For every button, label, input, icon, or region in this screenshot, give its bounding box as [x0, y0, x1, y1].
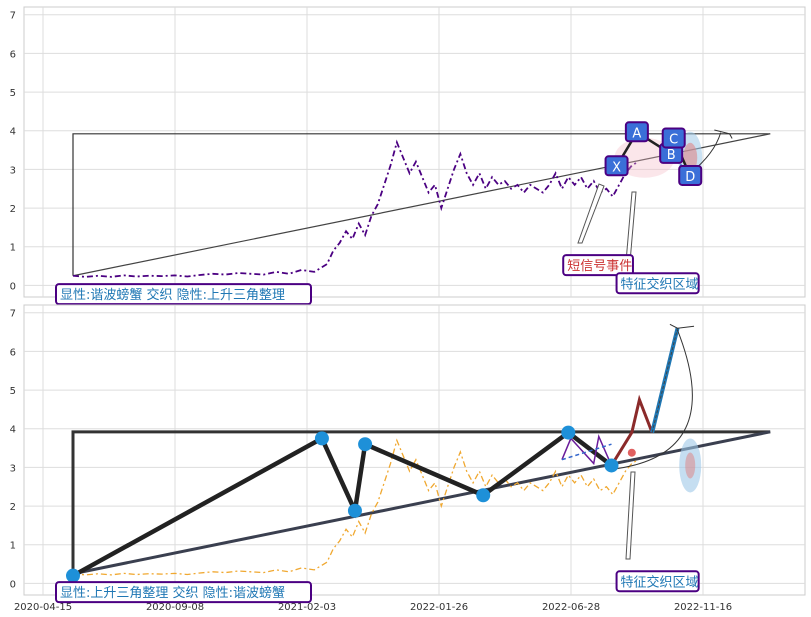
annotation-box: [615, 272, 700, 295]
target-bracket: [714, 129, 733, 139]
x-tick-label: 2020-04-15: [14, 602, 72, 613]
y-tick-label: 0: [10, 579, 16, 590]
y-tick-label: 3: [10, 463, 16, 474]
annotation-box: [562, 254, 634, 277]
target-bracket: [669, 323, 695, 329]
y-tick-label: 5: [10, 88, 16, 99]
annotation-text: 特征交织区域: [621, 276, 699, 292]
annotation-text: 特征交织区域: [621, 574, 699, 590]
x-tick-label: 2020-09-08: [146, 602, 204, 613]
annotation-text: 短信号事件: [567, 259, 632, 274]
pattern-point-box: [624, 121, 649, 143]
zigzag-point: [347, 503, 362, 518]
y-tick-label: 3: [10, 165, 16, 176]
annotation-box: [55, 581, 312, 604]
zigzag-point: [604, 458, 619, 473]
y-tick-label: 7: [10, 11, 16, 22]
resistance-line: [72, 133, 771, 276]
arrow-short-event: [577, 183, 605, 244]
support-line: [72, 430, 771, 576]
x-tick-label: 2021-02-03: [278, 602, 336, 613]
projection-target-dash: [651, 328, 679, 433]
annotation-box: [615, 570, 700, 593]
feature-core: [685, 452, 696, 479]
y-tick-label: 1: [10, 243, 16, 254]
harmonic-projection: [561, 443, 612, 461]
target-arc: [611, 329, 693, 470]
zigzag-point: [561, 425, 576, 440]
annotation-text: 显性:上升三角整理 交织 隐性:谐波螃蟹: [60, 585, 285, 601]
y-tick-label: 1: [10, 541, 16, 552]
pattern-point-label: C: [669, 132, 678, 147]
y-tick-label: 7: [10, 309, 16, 320]
pattern-point-box: [678, 164, 703, 186]
resistance-line: [71, 430, 771, 574]
price-series-line: [72, 139, 639, 278]
pattern-point-box: [661, 127, 686, 149]
x-tick-label: 2022-11-16: [674, 602, 732, 613]
y-tick-label: 2: [10, 204, 16, 215]
y-tick-label: 6: [10, 49, 16, 60]
annotation-text: 显性:谐波螃蟹 交织 隐性:上升三角整理: [60, 287, 285, 303]
x-tick-label: 2022-06-28: [542, 602, 600, 613]
x-tick-label: 2022-01-26: [410, 602, 468, 613]
pattern-point-label: X: [612, 160, 621, 175]
support-line: [72, 133, 771, 277]
pattern-point-box: [604, 155, 629, 177]
y-tick-label: 2: [10, 502, 16, 513]
zigzag-point: [358, 437, 373, 452]
y-tick-label: 4: [10, 127, 16, 138]
pattern-point-label: B: [667, 148, 676, 163]
projection-up: [610, 394, 654, 467]
price-series-line: [72, 438, 639, 576]
panel-bottom: 0 1 2 3 4 5 6 7 2020-04-15 2020-09-08 2021-02-03 20…: [10, 304, 806, 613]
y-tick-label: 5: [10, 386, 16, 397]
zigzag-point: [66, 568, 80, 583]
pattern-point-label: D: [685, 170, 695, 185]
pattern-point-label: A: [632, 126, 641, 141]
y-tick-label: 0: [10, 281, 16, 292]
y-tick-label: 4: [10, 425, 16, 436]
zigzag-point: [476, 488, 491, 503]
arrow-feature: [625, 471, 636, 560]
y-tick-label: 6: [10, 347, 16, 358]
zigzag-point: [314, 431, 329, 446]
target-marker: [627, 448, 636, 457]
annotation-box: [55, 283, 312, 306]
